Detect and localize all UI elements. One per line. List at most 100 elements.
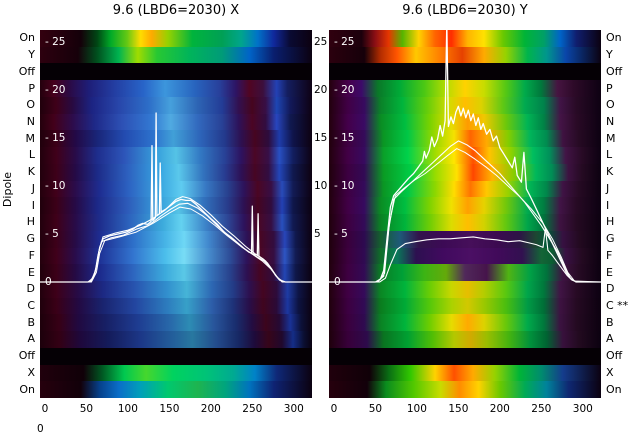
row-label-on: On [19,31,35,45]
heatmap-row-on [329,30,601,47]
heatmap-row-j [329,180,601,198]
row-label-p: P [28,81,35,95]
y-tick-label: 0 [45,276,52,288]
row-label-g: G [26,232,35,246]
row-label-a: A [606,332,614,346]
y-tick-label: - 5 [334,228,348,240]
y-tick-label: - 5 [45,228,59,240]
y-tick-label: - 10 [45,180,66,192]
row-label-d: D [26,282,35,296]
row-label-j: J [31,181,35,195]
heatmap-row-on [40,381,312,398]
y-tick-label-right: 15 [314,132,328,144]
trace-y-3 [329,148,601,283]
heatmap-row-on [329,381,601,398]
row-label-f: F [28,248,35,262]
row-label-x: X [606,365,614,379]
right-axis-labels: On Y Off P O N M L K J I H G F E D C ** B A Off X On [606,0,640,440]
row-label-i: I [31,198,35,212]
bottom-left-zero-tick: 0 [37,423,44,435]
row-label-k: K [27,165,35,179]
heatmap-row-k [329,163,601,181]
row-label-n: N [606,115,615,128]
heatmap-row-x [40,364,312,382]
row-label-f: F [606,248,613,262]
row-label-b: B [606,315,614,329]
trace-y-2 [329,140,601,283]
row-label-m: M [25,131,36,145]
row-label-h: H [26,215,35,229]
y-tick-label: 0 [334,276,341,288]
heatmap-row-x [329,364,601,382]
x-tick-label: 250 [531,403,552,415]
row-label-o: O [606,98,615,112]
heatmap-row-m [329,130,601,148]
heatmap-row-o [329,96,601,114]
row-label-y: Y [28,48,35,62]
row-label-h: H [606,215,615,229]
x-tick-label: 150 [448,403,469,415]
heatmap-row-d [329,281,601,298]
row-label-c: C ** [606,299,629,312]
row-label-off: Off [606,349,623,363]
y-tick-label: - 10 [334,180,355,192]
row-label-p: P [606,81,613,95]
row-label-d: D [606,282,615,296]
row-label-b: B [27,315,35,329]
y-tick-label: - 20 [334,84,355,96]
heatmap-row-e [40,264,312,282]
y-tick-label-right: 20 [314,84,328,96]
row-label-a: A [27,332,35,346]
heatmap-row-f [40,247,312,265]
heatmap-rows [40,30,312,398]
x-ticks-panel-x: 0 50 100 150 200 250 300 [40,403,312,417]
heatmap-row-f [329,247,601,265]
row-label-o: O [26,98,35,112]
heatmap-row-off [40,347,312,365]
x-tick-label: 150 [159,403,180,415]
heatmap-row-e [329,264,601,282]
heatmap-row-on [40,30,312,47]
heatmap-panel-x: - 25 - 20 - 15 - 10 - 5 0 [40,30,312,398]
heatmap-row-m [40,130,312,148]
x-tick-label: 50 [79,403,94,415]
row-label-on: On [19,382,35,396]
trace-x-3 [40,196,312,283]
heatmap-panel-y: - 25 - 20 - 15 - 10 - 5 0 [329,30,601,398]
x-tick-label: 0 [41,403,49,415]
y-tick-label: - 20 [45,84,66,96]
y-tick-label-right: 5 [314,228,321,240]
row-label-on: On [606,31,622,45]
row-label-j: J [606,181,610,195]
heatmap-row-y [329,46,601,64]
heatmap-row-y [40,46,312,64]
left-panel-right-yticks: 25 20 15 10 5 [314,0,329,440]
trace-overlay [40,112,312,283]
heatmap-row-h [40,214,312,231]
heatmap-row-b [329,314,601,332]
heatmap-row-k [40,163,312,181]
x-tick-label: 200 [489,403,510,415]
row-label-e: E [606,265,613,279]
heatmap-row-o [40,96,312,114]
trace-y-main [329,30,601,283]
heatmap-row-l [329,147,601,164]
row-label-l: L [606,148,613,162]
x-tick-label: 0 [330,403,338,415]
panel-y-title: 9.6 (LBD6=2030) Y [402,3,528,18]
x-tick-label: 50 [368,403,383,415]
heatmap-row-a [329,331,601,348]
y-tick-label: - 25 [45,36,66,48]
y-tick-label-right: 10 [314,180,328,192]
row-label-g: G [606,232,615,246]
heatmap-row-c [329,297,601,315]
trace-x-main [40,112,312,283]
x-tick-label: 100 [406,403,427,415]
heatmap-row-b [40,314,312,332]
trace-y-low [329,227,601,283]
heatmap-row-n [40,113,312,131]
row-label-n: N [26,115,35,128]
row-label-m: M [606,131,616,145]
trace-x-4 [40,206,312,283]
